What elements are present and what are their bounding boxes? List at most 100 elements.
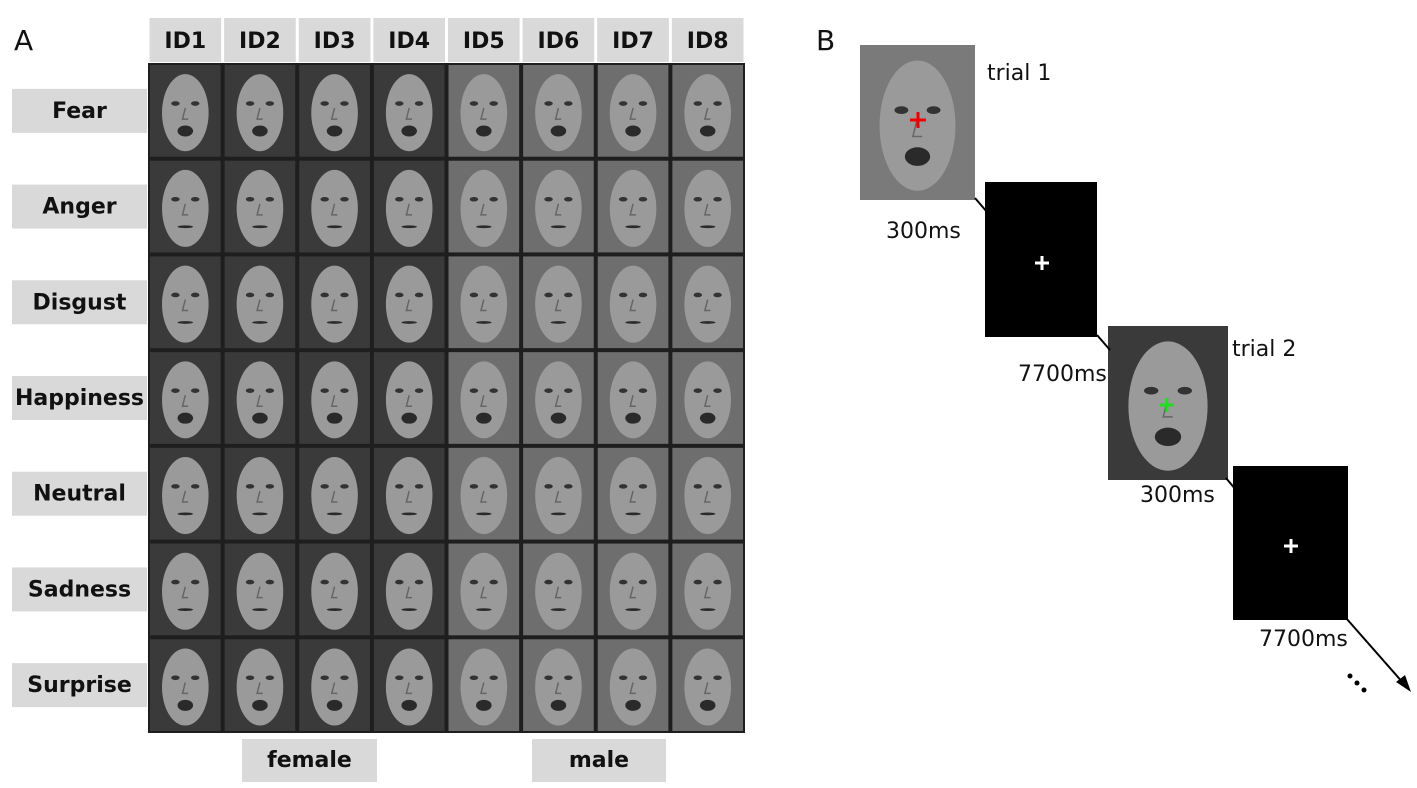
eye — [713, 101, 722, 106]
face — [385, 265, 433, 343]
face-image — [150, 65, 221, 157]
nose — [181, 299, 189, 312]
eye — [340, 388, 349, 393]
eye — [638, 196, 648, 202]
mouth — [326, 699, 343, 711]
nose — [480, 586, 487, 599]
eye — [618, 675, 628, 681]
nose — [330, 682, 338, 695]
face-image — [448, 352, 520, 444]
column-header-box — [149, 18, 222, 62]
eye — [265, 292, 275, 298]
column-header-box — [373, 18, 445, 62]
mouth — [177, 512, 194, 516]
eye — [190, 484, 200, 489]
mouth — [476, 412, 492, 424]
mouth — [476, 608, 492, 611]
group-box — [532, 739, 666, 782]
nose — [256, 299, 263, 312]
eye — [340, 675, 349, 681]
eye — [265, 579, 275, 585]
face — [236, 552, 284, 630]
face — [684, 648, 731, 726]
nose — [405, 107, 413, 120]
eye — [320, 388, 329, 393]
eye — [564, 292, 573, 298]
row-label: Disgust — [33, 290, 127, 315]
face — [385, 457, 433, 535]
mouth — [252, 699, 268, 711]
eye — [245, 579, 255, 585]
face — [311, 74, 358, 152]
eye — [618, 101, 628, 106]
face — [311, 361, 358, 439]
face-image — [597, 447, 669, 540]
column-header: ID5 — [463, 29, 505, 54]
mouth — [699, 321, 716, 324]
group-label: female — [267, 748, 352, 773]
face-image — [299, 639, 370, 731]
eye — [693, 196, 703, 202]
eye — [544, 196, 553, 202]
nose — [256, 203, 263, 216]
mouth — [625, 608, 641, 611]
nose — [554, 299, 562, 312]
face-image — [597, 543, 669, 636]
face — [236, 457, 284, 535]
mouth — [625, 225, 641, 229]
eye — [340, 579, 349, 585]
eye — [713, 292, 722, 298]
row-label-box — [12, 471, 147, 516]
face-image — [224, 352, 296, 444]
face — [162, 265, 209, 343]
eye — [713, 484, 722, 489]
face — [460, 361, 508, 439]
nose — [554, 107, 562, 120]
face-image — [150, 160, 221, 253]
face-image — [224, 65, 296, 157]
eye — [638, 101, 648, 106]
row-label-box — [12, 88, 147, 133]
mouth — [177, 125, 194, 137]
face — [460, 169, 508, 247]
face-image — [224, 160, 296, 253]
face-image — [224, 543, 296, 636]
face — [460, 648, 508, 726]
column-header: ID1 — [164, 29, 206, 54]
face-image — [523, 256, 594, 349]
eye — [469, 484, 479, 489]
eye — [245, 101, 255, 106]
face — [609, 265, 657, 343]
nose — [256, 107, 263, 120]
eye — [395, 388, 404, 393]
face — [162, 648, 209, 726]
nose — [554, 682, 562, 695]
face — [684, 552, 731, 630]
face-image — [597, 160, 669, 253]
eye — [190, 675, 200, 681]
face-image — [150, 447, 221, 540]
mouth — [550, 225, 567, 229]
face-image — [672, 65, 743, 157]
face — [609, 552, 657, 630]
eye — [544, 579, 553, 585]
mouth — [550, 608, 567, 611]
column-header: ID6 — [538, 29, 580, 54]
eye — [265, 484, 275, 489]
row-label: Happiness — [15, 386, 144, 411]
eye — [171, 292, 180, 298]
eye — [489, 579, 498, 585]
eye — [414, 579, 424, 585]
nose — [256, 682, 263, 695]
face — [311, 648, 358, 726]
mouth — [177, 225, 194, 229]
face — [535, 648, 582, 726]
group-box — [242, 739, 377, 782]
face — [535, 552, 582, 630]
eye — [544, 292, 553, 298]
eye — [544, 675, 553, 681]
nose — [480, 682, 487, 695]
face-image — [523, 65, 594, 157]
mouth — [177, 321, 194, 324]
eye — [693, 292, 703, 298]
